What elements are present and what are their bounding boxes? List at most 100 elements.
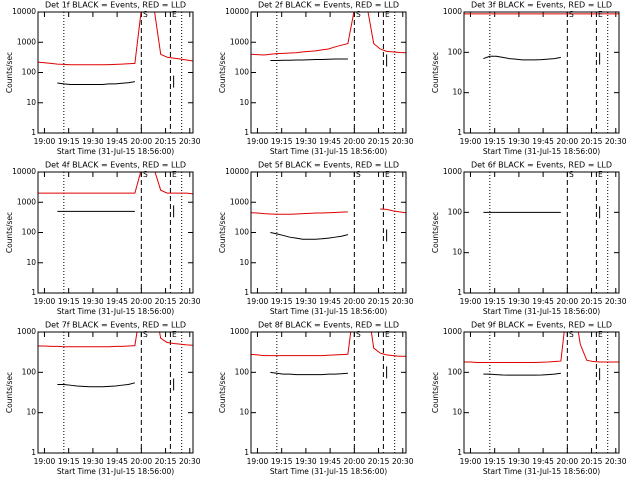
x-tick-label: 19:45 [106,297,128,306]
plot-frame [37,171,194,294]
x-axis-label: Start Time (31-Jul-15 18:56:00) [483,467,600,476]
plot-area [251,332,406,453]
marker-label: E [172,10,177,19]
marker-label: S [356,330,361,339]
x-axis-label: Start Time (31-Jul-15 18:56:00) [270,147,387,156]
x-tick-label: 19:45 [319,297,341,306]
x-tick-label: 20:15 [155,137,177,146]
y-tick-label: 10 [239,258,249,267]
y-axis-label: Counts/sec [218,372,227,413]
x-tick-label: 19:15 [271,457,293,466]
x-tick-label: 20:00 [131,137,153,146]
x-tick-label: 20:30 [179,457,201,466]
series-line [270,58,348,61]
panel: Det 6f BLACK = Events, RED = LLD Counts/s… [431,161,627,317]
x-tick-label: 20:30 [179,137,201,146]
x-tick-label: 19:30 [82,297,104,306]
marker-label: E [385,170,390,179]
chart-title: Det 4f BLACK = Events, RED = LLD [45,161,186,170]
series-line [38,12,193,66]
x-tick-label: 19:30 [295,297,317,306]
plot-area [251,172,406,293]
panel: Det 4f BLACK = Events, RED = LLD Counts/s… [5,161,201,317]
series-line [251,211,348,215]
y-tick-label: 1000 [230,37,249,46]
x-tick-label: 19:00 [460,297,482,306]
x-axis-label: Start Time (31-Jul-15 18:56:00) [270,307,387,316]
y-tick-label: 1 [244,448,249,457]
x-tick-label: 20:30 [605,137,627,146]
y-axis-label: Counts/sec [218,52,227,93]
y-tick-label: 100 [22,367,37,376]
plot-frame [463,11,620,134]
y-tick-label: 100 [448,47,463,56]
y-tick-label: 10 [26,98,36,107]
panel: Det 1f BLACK = Events, RED = LLD Counts/s… [5,1,201,157]
marker-label: E [172,170,177,179]
y-tick-label: 100 [22,228,37,237]
x-tick-label: 19:45 [106,457,128,466]
x-tick-label: 19:45 [319,457,341,466]
plot-frame [463,171,620,294]
y-tick-label: 1000 [17,37,36,46]
y-axis-label: Counts/sec [431,372,440,413]
series-line [483,372,561,376]
marker-label: E [598,10,603,19]
y-tick-label: 100 [448,207,463,216]
x-tick-label: 19:15 [271,137,293,146]
y-tick-label: 1 [244,128,249,137]
x-tick-label: 19:30 [82,137,104,146]
chart-title: Det 7f BLACK = Events, RED = LLD [45,321,186,330]
x-tick-label: 19:00 [34,137,56,146]
plot-area [251,12,406,133]
plot-area [464,12,619,133]
x-tick-label: 19:30 [508,297,530,306]
y-tick-label: 10 [452,408,462,417]
x-tick-label: 19:15 [484,457,506,466]
x-tick-label: 20:15 [155,297,177,306]
y-axis-label: Counts/sec [218,212,227,253]
x-axis-label: Start Time (31-Jul-15 18:56:00) [270,467,387,476]
y-tick-label: 10000 [12,167,36,176]
x-tick-label: 19:30 [508,137,530,146]
marker-label: S [356,10,361,19]
series-line [464,332,619,364]
y-tick-label: 100 [235,228,250,237]
x-tick-label: 20:30 [179,297,201,306]
marker-label: S [143,330,148,339]
x-tick-label: 20:30 [392,457,414,466]
series-line [483,55,561,61]
marker-label: E [598,170,603,179]
y-axis-label: Counts/sec [5,372,14,413]
x-tick-label: 19:30 [508,457,530,466]
plot-frame [463,331,620,454]
x-tick-label: 19:00 [34,457,56,466]
x-tick-label: 20:15 [581,137,603,146]
plot-frame [37,331,194,454]
y-tick-label: 1 [31,288,36,297]
y-axis-label: Counts/sec [431,52,440,93]
x-tick-label: 19:00 [34,297,56,306]
y-tick-label: 1000 [17,327,36,336]
series-line [38,172,193,195]
panel: Det 9f BLACK = Events, RED = LLD Counts/s… [431,321,627,477]
y-tick-label: 10 [452,248,462,257]
x-tick-label: 20:15 [155,457,177,466]
y-tick-label: 100 [235,68,250,77]
chart-title: Det 1f BLACK = Events, RED = LLD [45,1,186,10]
marker-label: E [172,330,177,339]
x-tick-label: 19:30 [295,137,317,146]
y-tick-label: 100 [448,367,463,376]
marker-label: S [143,10,148,19]
chart-title: Det 3f BLACK = Events, RED = LLD [471,1,612,10]
series-line [270,371,348,376]
marker-label: S [569,170,574,179]
plot-frame [250,171,407,294]
x-tick-label: 20:00 [557,457,579,466]
y-tick-label: 10000 [12,7,36,16]
x-tick-label: 19:00 [460,457,482,466]
y-tick-label: 10000 [225,167,249,176]
x-axis-label: Start Time (31-Jul-15 18:56:00) [57,147,174,156]
panel: Det 7f BLACK = Events, RED = LLD Counts/s… [5,321,201,477]
y-tick-label: 1 [244,288,249,297]
